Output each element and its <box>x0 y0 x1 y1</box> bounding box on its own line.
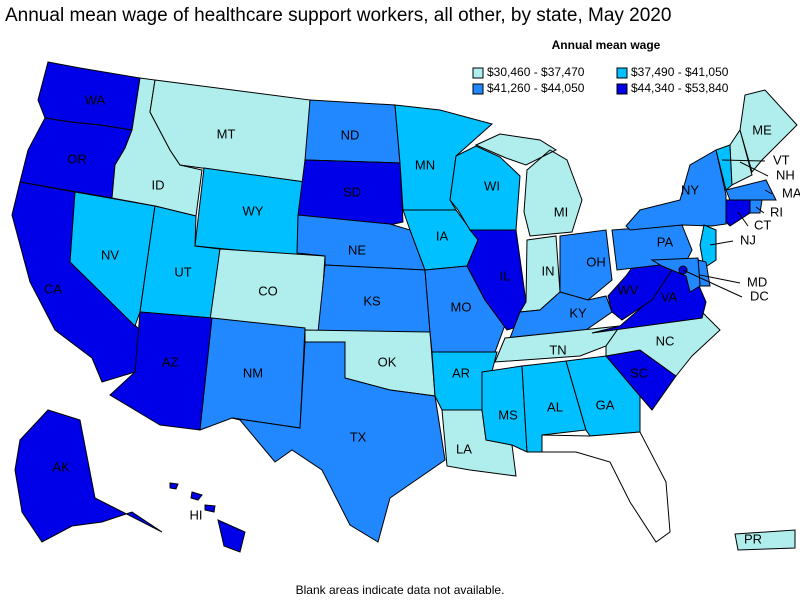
state-label: MO <box>451 299 472 314</box>
state-label: PA <box>657 234 674 249</box>
state <box>625 149 727 231</box>
state-label: NY <box>681 182 699 197</box>
state <box>699 224 717 269</box>
state-label: VA <box>661 289 678 304</box>
states <box>11 61 798 553</box>
legend-swatch <box>472 83 484 95</box>
state-label: IL <box>500 268 511 283</box>
map-title: Annual mean wage of healthcare support w… <box>5 5 671 26</box>
state-label: AR <box>452 365 470 380</box>
state-label: ND <box>341 127 360 142</box>
state-label: AZ <box>162 354 179 369</box>
legend-label: $37,490 - $41,050 <box>631 65 729 79</box>
leader-line <box>721 159 766 162</box>
state <box>494 325 622 363</box>
legend-label: $41,260 - $44,050 <box>487 81 585 95</box>
legend-label: $44,340 - $53,840 <box>631 81 729 95</box>
state-label: WV <box>618 282 639 297</box>
state <box>474 133 583 237</box>
state-label: MN <box>415 157 435 172</box>
leader-line <box>755 206 765 214</box>
state <box>725 179 777 201</box>
state-label: MI <box>554 204 568 219</box>
state-label: SC <box>630 365 648 380</box>
leader-line <box>709 240 734 246</box>
state-label: CA <box>44 281 62 296</box>
leader-line <box>699 274 741 284</box>
state-label: AL <box>547 399 563 414</box>
state-label: OR <box>67 151 87 166</box>
leader-line <box>739 161 769 177</box>
leader-line <box>764 189 773 195</box>
state-label: WY <box>243 203 264 218</box>
state-label: TX <box>350 429 367 444</box>
state-label: GA <box>596 397 615 412</box>
legend-swatch <box>472 67 484 79</box>
state-label: SD <box>343 184 361 199</box>
legend-label: $30,460 - $37,470 <box>487 65 585 79</box>
state <box>734 529 796 551</box>
state-label: WI <box>484 178 500 193</box>
state <box>297 159 404 227</box>
state-label: MS <box>498 407 518 422</box>
state-label: NH <box>776 167 795 182</box>
state-label: NJ <box>740 232 756 247</box>
state-label: NM <box>243 365 263 380</box>
state <box>169 482 246 553</box>
state-label: IA <box>436 228 449 243</box>
state-label: NV <box>101 247 119 262</box>
state-label: HI <box>190 507 203 522</box>
state-labels: WA OR CA NV ID MT WY UT CO AZ NM ND SD NE KS OK TX MN IA MO… <box>44 92 800 546</box>
state-label: RI <box>770 204 783 219</box>
state-label: MD <box>747 274 767 289</box>
state <box>231 341 446 543</box>
legend-title: Annual mean wage <box>552 38 661 52</box>
state <box>729 128 753 186</box>
state <box>650 257 701 293</box>
state-label: CT <box>754 217 771 232</box>
state-label: CO <box>258 283 278 298</box>
state-label: ME <box>752 122 772 137</box>
state-label: MA <box>782 185 800 200</box>
legend-swatch <box>616 67 628 79</box>
state-label: MT <box>217 126 236 141</box>
state-label: LA <box>456 441 472 456</box>
state-label: NC <box>656 333 675 348</box>
state-label: TN <box>549 342 566 357</box>
state-label: PR <box>744 531 762 546</box>
state <box>541 431 671 543</box>
state <box>559 229 613 301</box>
legend-swatch <box>616 83 628 95</box>
state-label: KS <box>363 293 381 308</box>
state-label: VT <box>773 152 790 167</box>
state-label: IN <box>542 263 555 278</box>
footnote: Blank areas indicate data not available. <box>296 583 505 597</box>
state <box>749 199 763 214</box>
state-label: NE <box>348 242 366 257</box>
state-label: WA <box>85 92 106 107</box>
state-label: DC <box>750 288 769 303</box>
state <box>725 199 751 227</box>
state-label: OH <box>586 254 606 269</box>
state-label: UT <box>174 264 191 279</box>
state <box>466 229 527 331</box>
state-label: AK <box>52 459 70 474</box>
state-label: KY <box>569 305 587 320</box>
leader-line <box>682 269 743 298</box>
state-label: ID <box>152 177 165 192</box>
state <box>14 409 163 543</box>
leader-line <box>737 211 749 227</box>
state-label: OK <box>378 354 397 369</box>
state <box>739 89 798 174</box>
